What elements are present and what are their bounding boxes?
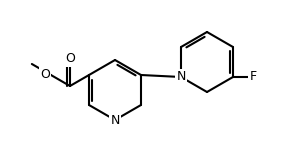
Text: O: O xyxy=(40,69,50,81)
Text: N: N xyxy=(176,71,186,83)
Text: F: F xyxy=(249,71,257,83)
Text: O: O xyxy=(65,52,75,66)
Text: N: N xyxy=(110,114,120,126)
